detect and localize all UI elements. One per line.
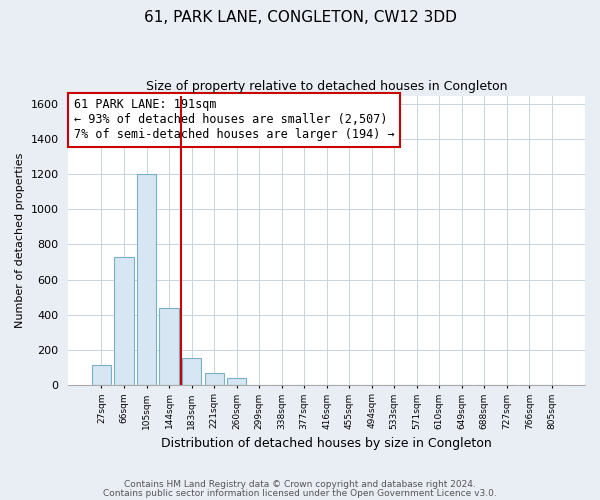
- Bar: [205, 374, 224, 384]
- Title: Size of property relative to detached houses in Congleton: Size of property relative to detached ho…: [146, 80, 508, 93]
- Y-axis label: Number of detached properties: Number of detached properties: [15, 152, 25, 328]
- Text: 61, PARK LANE, CONGLETON, CW12 3DD: 61, PARK LANE, CONGLETON, CW12 3DD: [143, 10, 457, 25]
- X-axis label: Distribution of detached houses by size in Congleton: Distribution of detached houses by size …: [161, 437, 492, 450]
- Text: 61 PARK LANE: 191sqm
← 93% of detached houses are smaller (2,507)
7% of semi-det: 61 PARK LANE: 191sqm ← 93% of detached h…: [74, 98, 394, 142]
- Text: Contains HM Land Registry data © Crown copyright and database right 2024.: Contains HM Land Registry data © Crown c…: [124, 480, 476, 489]
- Text: Contains public sector information licensed under the Open Government Licence v3: Contains public sector information licen…: [103, 488, 497, 498]
- Bar: [137, 174, 156, 384]
- Bar: [92, 366, 111, 384]
- Bar: [227, 378, 246, 384]
- Bar: [182, 358, 201, 384]
- Bar: [160, 308, 179, 384]
- Bar: [115, 256, 134, 384]
